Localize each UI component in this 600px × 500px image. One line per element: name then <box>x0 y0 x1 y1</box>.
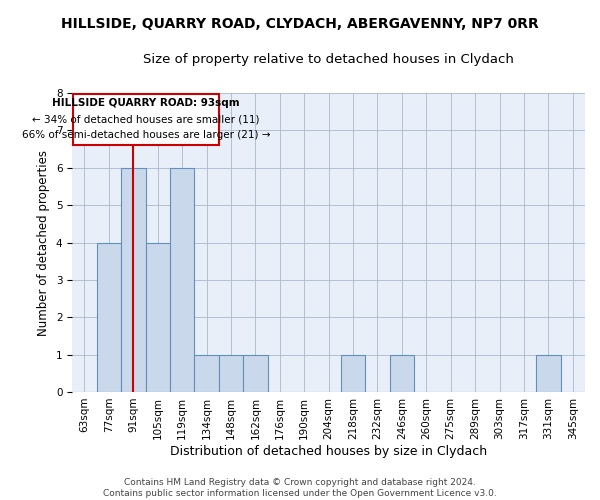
Text: HILLSIDE, QUARRY ROAD, CLYDACH, ABERGAVENNY, NP7 0RR: HILLSIDE, QUARRY ROAD, CLYDACH, ABERGAVE… <box>61 18 539 32</box>
Bar <box>243 354 268 392</box>
Title: Size of property relative to detached houses in Clydach: Size of property relative to detached ho… <box>143 52 514 66</box>
Y-axis label: Number of detached properties: Number of detached properties <box>37 150 50 336</box>
FancyBboxPatch shape <box>73 94 219 144</box>
Bar <box>389 354 414 392</box>
Bar <box>194 354 219 392</box>
Text: 66% of semi-detached houses are larger (21) →: 66% of semi-detached houses are larger (… <box>22 130 271 140</box>
Text: HILLSIDE QUARRY ROAD: 93sqm: HILLSIDE QUARRY ROAD: 93sqm <box>52 98 240 108</box>
Bar <box>341 354 365 392</box>
Bar <box>146 242 170 392</box>
Bar <box>97 242 121 392</box>
X-axis label: Distribution of detached houses by size in Clydach: Distribution of detached houses by size … <box>170 444 487 458</box>
Bar <box>170 168 194 392</box>
Bar <box>219 354 243 392</box>
Bar <box>121 168 146 392</box>
Text: Contains HM Land Registry data © Crown copyright and database right 2024.
Contai: Contains HM Land Registry data © Crown c… <box>103 478 497 498</box>
Text: ← 34% of detached houses are smaller (11): ← 34% of detached houses are smaller (11… <box>32 114 260 124</box>
Bar <box>536 354 560 392</box>
